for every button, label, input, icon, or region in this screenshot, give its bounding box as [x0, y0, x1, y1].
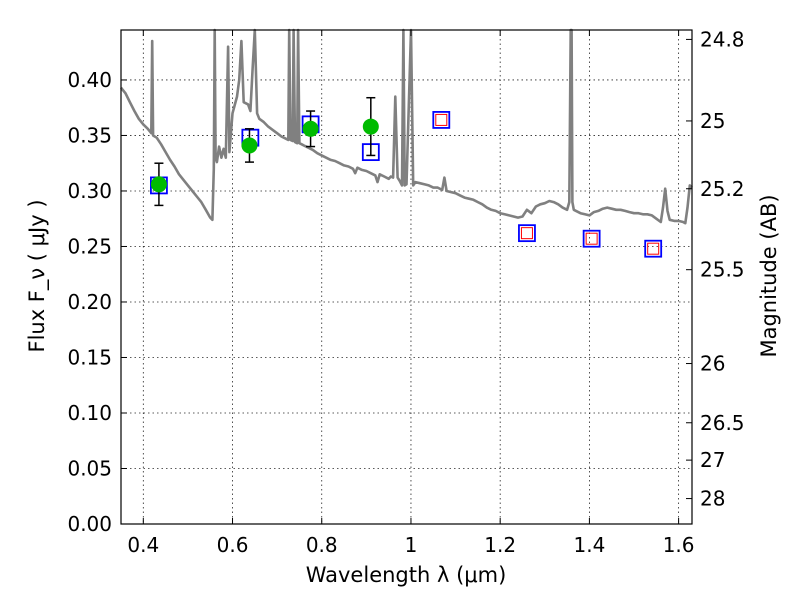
right-tick-label: 24.8 — [700, 27, 745, 51]
x-tick-label: 1.2 — [484, 533, 516, 557]
right-tick-label: 26.5 — [700, 411, 745, 435]
x-tick-label: 1 — [405, 533, 418, 557]
x-tick-label: 0.4 — [127, 533, 159, 557]
spectrum-layer — [119, 28, 693, 225]
x-tick-label: 0.6 — [217, 533, 249, 557]
observed-point — [302, 120, 319, 137]
y-tick-label: 0.00 — [67, 512, 112, 536]
right-tick-label: 27 — [700, 448, 725, 472]
y-tick-label: 0.05 — [67, 456, 112, 480]
right-tick-label: 26 — [700, 352, 725, 376]
model-box-point — [432, 111, 451, 129]
y-tick-label: 0.30 — [67, 179, 112, 203]
observed-point — [150, 176, 167, 193]
model-inner-box-point — [520, 227, 533, 240]
y-axis-label: Flux F_ν ( μJy ) — [25, 199, 50, 352]
x-tick-label: 1.6 — [663, 533, 695, 557]
right-tick-label: 25.5 — [700, 258, 745, 282]
x-axis-label: Wavelength λ (μm) — [306, 563, 507, 587]
model-inner-box-point — [647, 242, 660, 255]
right-axis-label: Magnitude (AB) — [757, 194, 781, 357]
model-box-point — [518, 224, 536, 243]
right-tick-label: 28 — [700, 487, 725, 511]
right-tick-label: 25 — [700, 109, 725, 133]
y-tick-label: 0.10 — [67, 401, 112, 425]
model-inner-box-point — [585, 232, 598, 245]
y-tick-label: 0.15 — [67, 345, 112, 369]
plot-frame — [120, 29, 693, 525]
y-tick-label: 0.20 — [67, 290, 112, 314]
model-inner-box-point — [435, 113, 448, 126]
right-tick-label: 25.2 — [700, 177, 745, 201]
grid-layer — [121, 30, 692, 525]
points-layer — [150, 96, 663, 258]
y-tick-label: 0.35 — [67, 123, 112, 147]
x-tick-label: 0.8 — [306, 533, 338, 557]
y-tick-label: 0.25 — [67, 234, 112, 258]
observed-point — [362, 118, 379, 135]
model-box-point — [644, 239, 663, 258]
y-tick-label: 0.40 — [67, 68, 112, 92]
x-tick-label: 1.4 — [573, 533, 605, 557]
spectrum-line — [119, 28, 693, 225]
model-box-point — [582, 229, 601, 248]
observed-point — [241, 137, 258, 154]
ticks-layer: 0.4 0.6 0.8 1 1.2 1.4 1.6 0.00 0.05 0.10 0.15 0.20 0… — [67, 27, 744, 557]
